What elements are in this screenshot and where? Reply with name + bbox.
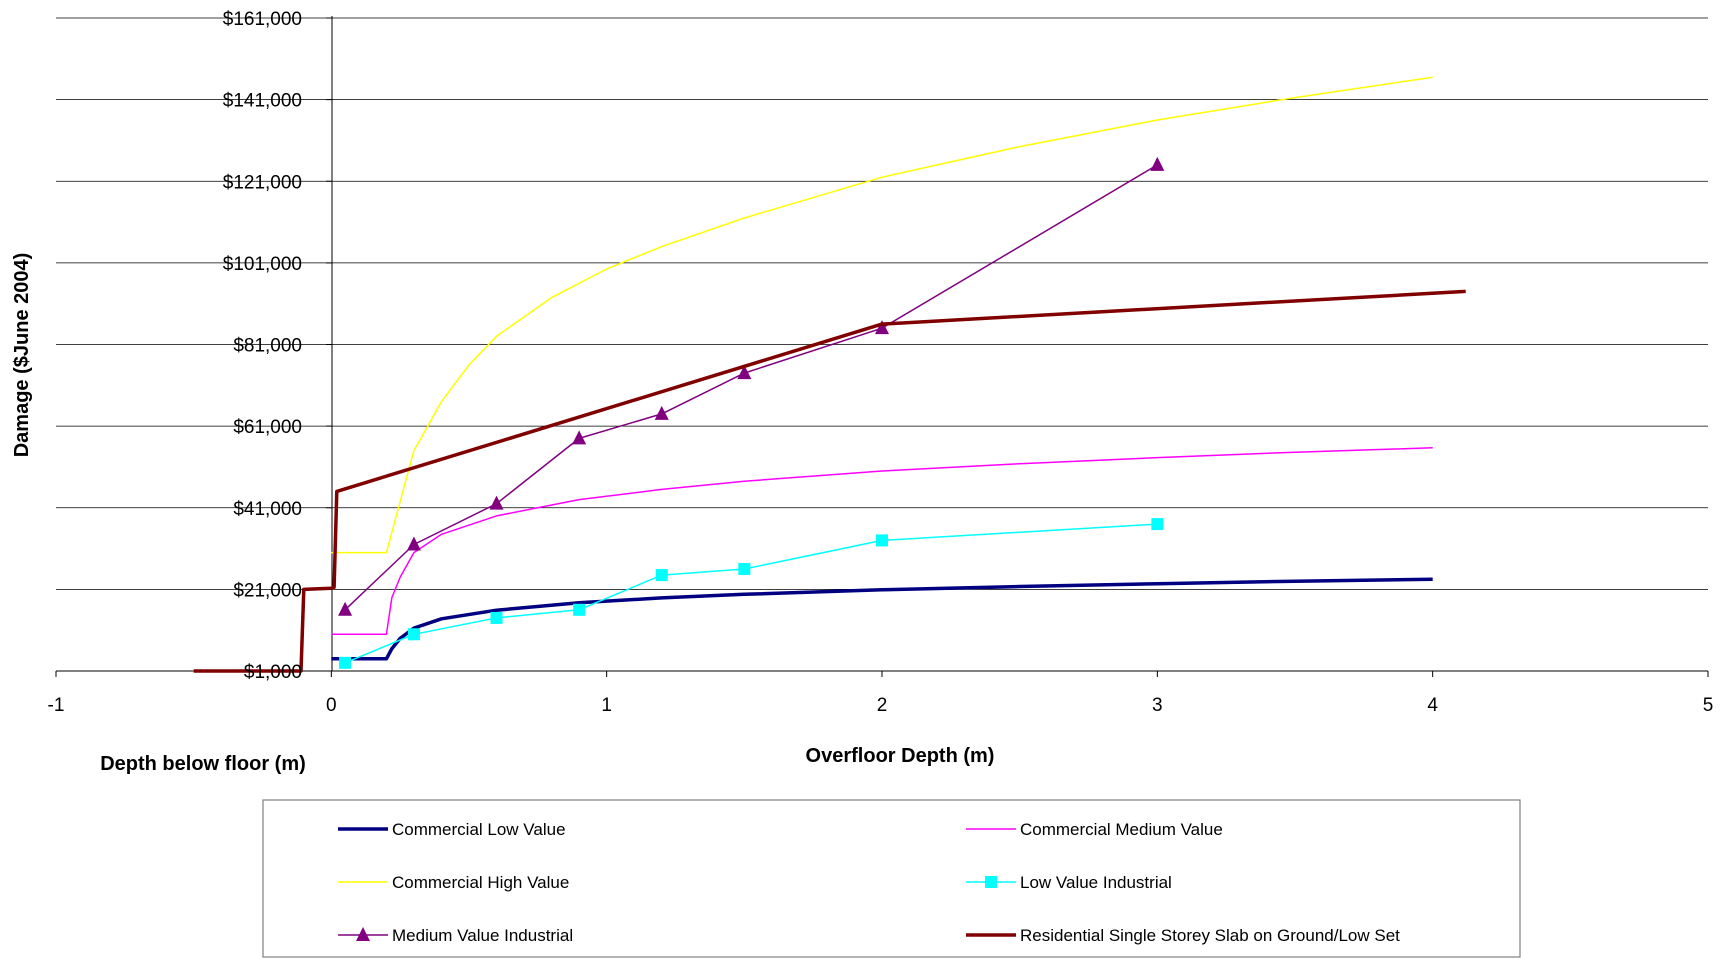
gridlines <box>56 17 1708 590</box>
legend-label: Medium Value Industrial <box>392 926 573 945</box>
series-line <box>331 447 1433 636</box>
y-tick-label: $1,000 <box>244 662 302 683</box>
series-commercial-high-value <box>331 76 1433 554</box>
x-tick-label: -1 <box>48 695 65 716</box>
data-point <box>738 562 751 575</box>
series-commercial-medium-value <box>331 447 1433 636</box>
data-point <box>654 405 669 420</box>
x-tick-label: 2 <box>877 695 888 716</box>
legend-item: Commercial High Value <box>338 873 569 892</box>
y-tick-label: $41,000 <box>233 499 302 520</box>
data-point <box>875 320 889 335</box>
data-point <box>876 534 888 547</box>
legend-box <box>262 799 1521 958</box>
data-point <box>573 603 586 616</box>
data-point <box>489 495 504 510</box>
y-tick-label: $21,000 <box>233 580 302 601</box>
series-low-value-industrial <box>339 518 1164 669</box>
legend-item: Commercial Low Value <box>338 820 566 839</box>
legend-label: Commercial High Value <box>392 873 569 892</box>
data-point <box>407 628 420 641</box>
legend-label: Commercial Medium Value <box>1020 820 1223 839</box>
legend: Commercial Low Value Commercial Medium Va… <box>338 820 1400 945</box>
y-tick-label: $161,000 <box>223 9 302 30</box>
series-line <box>193 289 1466 673</box>
x-axis-label: Overfloor Depth (m) <box>806 745 995 767</box>
series-line <box>344 164 1158 611</box>
x-tick-label: 5 <box>1703 695 1714 716</box>
legend-item: Residential Single Storey Slab on Ground… <box>966 926 1400 945</box>
x-tick-label: 1 <box>601 695 612 716</box>
data-point <box>490 611 503 624</box>
data-point <box>572 430 587 445</box>
y-tick-label: $121,000 <box>223 172 302 193</box>
legend-label: Residential Single Storey Slab on Ground… <box>1020 926 1400 945</box>
legend-marker <box>356 927 370 941</box>
y-tick-label: $81,000 <box>233 336 302 357</box>
legend-item: Commercial Medium Value <box>966 820 1223 839</box>
x-tick-label: 4 <box>1427 695 1438 716</box>
legend-item: Medium Value Industrial <box>338 926 573 945</box>
series-medium-value-industrial <box>338 156 1165 616</box>
y-axis-label: Damage ($June 2004) <box>11 253 33 458</box>
series-residential-single-storey-slab-on-ground-low-set <box>193 289 1466 673</box>
legend-marker <box>985 876 997 888</box>
x-tick-label: 0 <box>326 695 337 716</box>
data-point <box>1150 156 1165 171</box>
series-line <box>331 76 1433 554</box>
data-point <box>338 601 353 616</box>
data-point <box>406 536 421 551</box>
y-tick-label: $101,000 <box>223 254 302 275</box>
data-point <box>1151 518 1164 531</box>
legend-item: Low Value Industrial <box>966 873 1172 892</box>
y-tick-label: $61,000 <box>233 417 302 438</box>
series-commercial-low-value <box>331 577 1433 661</box>
y-tick-label: $141,000 <box>223 91 302 112</box>
legend-label: Low Value Industrial <box>1020 873 1172 892</box>
series-lines <box>193 76 1466 673</box>
data-point <box>655 569 668 582</box>
x-tick-label: 3 <box>1152 695 1163 716</box>
legend-label: Commercial Low Value <box>392 820 566 839</box>
data-point <box>737 365 752 380</box>
series-line <box>344 523 1158 664</box>
x-axis-secondary-label: Depth below floor (m) <box>100 753 306 775</box>
tick-labels: -1 0 1 2 3 4 5 $1,000 $21,000 $41,000 $61,000 $81,0… <box>48 9 1714 716</box>
data-point <box>339 656 352 669</box>
axes <box>55 16 1709 677</box>
series-line <box>331 577 1433 661</box>
